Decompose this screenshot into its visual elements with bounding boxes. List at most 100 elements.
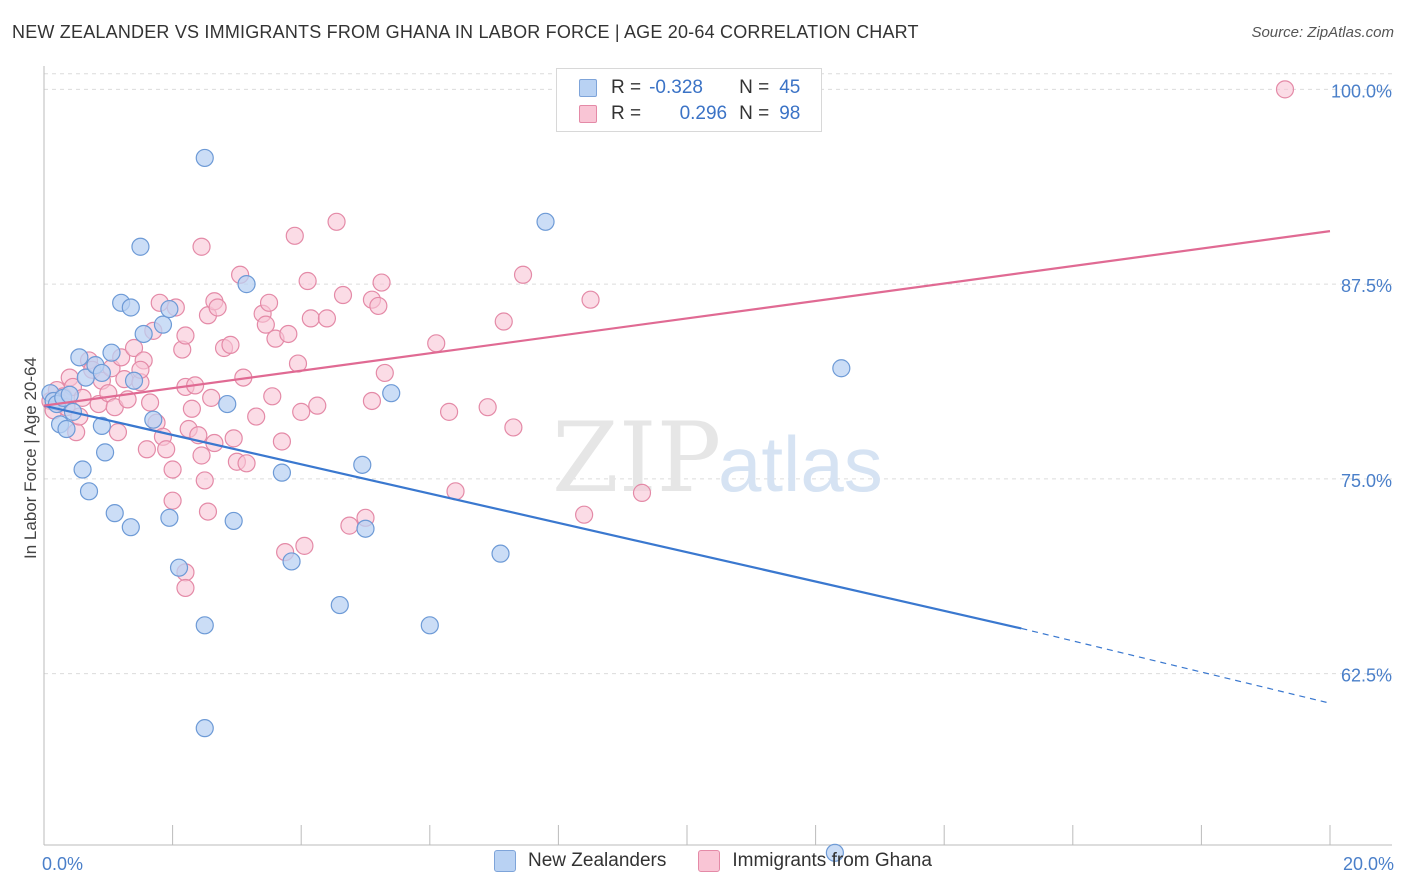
x-tick-label: 20.0%: [1343, 854, 1394, 874]
nz-point: [160, 508, 179, 527]
ghana-point: [256, 315, 275, 334]
ghana-point: [140, 393, 160, 412]
source-label: Source: ZipAtlas.com: [1251, 24, 1394, 41]
r-value-blue: -0.328: [649, 77, 703, 98]
nz-point: [169, 558, 189, 577]
ghana-point: [301, 309, 320, 328]
nz-point: [420, 616, 439, 635]
ghana-point: [272, 432, 292, 451]
nz-point: [218, 394, 237, 414]
ghana-point: [494, 312, 513, 331]
y-tick-label: 100.0%: [1331, 81, 1392, 101]
ghana-point: [198, 502, 218, 521]
nz-point: [121, 298, 140, 317]
ghana-point: [237, 454, 256, 473]
axes: [43, 66, 1392, 846]
ghana-point: [369, 296, 388, 316]
nz-point: [124, 371, 144, 390]
r-label: R =: [611, 103, 642, 124]
n-label: N =: [739, 77, 770, 98]
nz-point: [131, 237, 150, 256]
ghana-point: [333, 285, 353, 305]
x-tick-labels: 0.0% 20.0%: [42, 854, 1394, 874]
ghana-point: [192, 237, 211, 256]
legend-swatch-nz: [494, 850, 516, 872]
ghana-point: [137, 440, 156, 459]
legend-item-nz[interactable]: New Zealanders: [494, 850, 666, 872]
series-legend: New Zealanders Immigrants from Ghana: [494, 850, 964, 872]
nz-point: [195, 719, 214, 738]
ghana-point: [439, 402, 459, 421]
ghana-point: [375, 363, 394, 383]
legend-swatch-pink: [579, 105, 597, 123]
nz-point: [121, 518, 140, 537]
nz-point: [160, 299, 179, 319]
nz-trend-extension: [1021, 627, 1331, 704]
watermark: ZIP atlas: [552, 402, 883, 514]
x-tick-label: 0.0%: [42, 854, 83, 874]
nz-point: [330, 595, 349, 615]
nz-point: [92, 416, 111, 435]
ghana-point: [259, 293, 279, 312]
nz-point: [825, 843, 844, 862]
ghana-point: [427, 334, 446, 353]
ghana-point: [176, 578, 195, 598]
nz-point: [237, 275, 256, 294]
ghana-point: [292, 402, 311, 421]
ghana-point: [182, 399, 201, 418]
ghana-point: [285, 226, 304, 245]
nz-point: [79, 482, 99, 501]
y-tick-labels: 62.5% 75.0% 87.5% 100.0%: [1331, 81, 1392, 685]
n-value-blue: 45: [779, 77, 801, 98]
series-ghana-points: [41, 80, 1295, 598]
ghana-point: [124, 338, 144, 358]
ghana-point: [1275, 80, 1295, 99]
ghana-point: [478, 398, 497, 417]
y-tick-label: 75.0%: [1341, 471, 1392, 491]
nz-point: [832, 359, 851, 378]
ghana-point: [202, 388, 221, 407]
nz-point: [356, 519, 375, 538]
ghana-point: [362, 391, 382, 411]
ghana-point: [247, 407, 266, 426]
ghana-point: [224, 429, 243, 448]
legend-row-pink: R = 0.296 N = 98: [579, 101, 800, 127]
chart-title: NEW ZEALANDER VS IMMIGRANTS FROM GHANA I…: [12, 22, 919, 42]
nz-point: [134, 324, 153, 344]
legend-swatch-ghana: [698, 850, 721, 872]
nz-point: [73, 460, 92, 479]
ghana-point: [581, 290, 600, 309]
nz-point: [272, 463, 292, 482]
nz-point: [536, 212, 555, 231]
ghana-point: [176, 326, 195, 345]
y-tick-label: 62.5%: [1341, 666, 1392, 686]
ghana-point: [221, 335, 240, 354]
n-label: N =: [739, 103, 770, 124]
ghana-point: [513, 265, 533, 284]
r-label: R =: [611, 77, 642, 98]
nz-point: [195, 616, 214, 635]
y-axis-label: In Labor Force | Age 20-64: [21, 357, 40, 559]
ghana-point: [208, 298, 227, 317]
n-value-pink: 98: [779, 103, 801, 124]
legend-row-blue: R = -0.328 N = 45: [579, 75, 800, 101]
ghana-point: [308, 396, 327, 415]
nz-point: [57, 419, 76, 439]
ghana-point: [340, 516, 359, 535]
nz-point: [70, 348, 89, 367]
nz-point: [153, 315, 173, 334]
legend-label-ghana: Immigrants from Ghana: [732, 850, 932, 871]
ghana-point: [632, 483, 652, 502]
ghana-point: [263, 387, 282, 406]
ghana-point: [108, 423, 128, 442]
ghana-trend-line: [43, 230, 1331, 407]
nz-point: [92, 363, 111, 383]
ghana-point: [195, 471, 214, 490]
legend-item-ghana[interactable]: Immigrants from Ghana: [698, 850, 932, 872]
nz-point: [102, 343, 121, 362]
nz-point: [95, 443, 115, 462]
nz-point: [353, 455, 372, 474]
nz-point: [144, 410, 163, 429]
y-tick-label: 87.5%: [1341, 276, 1392, 296]
